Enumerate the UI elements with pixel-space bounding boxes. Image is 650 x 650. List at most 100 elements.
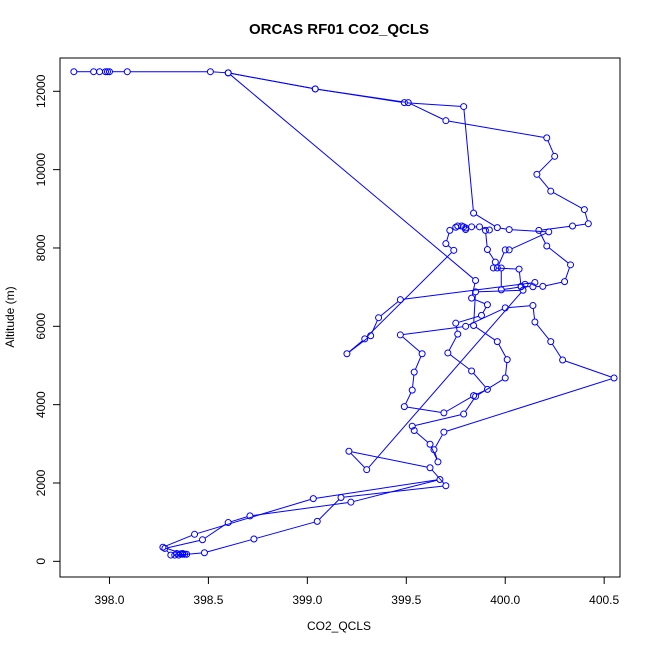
data-point bbox=[485, 226, 493, 234]
data-point bbox=[347, 498, 355, 506]
data-point bbox=[70, 68, 78, 76]
x-axis: 398.0 398.5 399.0 399.5 400.0 400.5 bbox=[94, 576, 620, 607]
data-point bbox=[545, 228, 553, 236]
series-segment bbox=[366, 252, 453, 338]
data-point bbox=[519, 286, 527, 294]
series-segment bbox=[536, 324, 550, 340]
y-tick-label: 4000 bbox=[34, 391, 48, 418]
data-point bbox=[367, 332, 375, 340]
data-point bbox=[584, 220, 592, 228]
series-segment bbox=[498, 252, 505, 266]
series-segment bbox=[539, 232, 546, 244]
data-point bbox=[476, 223, 484, 231]
data-point bbox=[410, 427, 418, 435]
series-segment bbox=[538, 158, 553, 173]
data-point bbox=[442, 240, 450, 248]
data-point bbox=[547, 338, 555, 346]
series-segment bbox=[482, 307, 487, 313]
series-segment bbox=[547, 140, 554, 154]
series-segment bbox=[256, 521, 315, 539]
series-segment bbox=[448, 120, 544, 138]
data-point bbox=[450, 246, 458, 254]
data-point bbox=[309, 495, 317, 503]
series-segment bbox=[213, 71, 226, 74]
data-point bbox=[224, 69, 232, 77]
data-point bbox=[561, 278, 569, 286]
series-segment bbox=[511, 232, 547, 250]
series-segment bbox=[403, 326, 463, 336]
data-point bbox=[501, 304, 509, 312]
data-point bbox=[200, 549, 208, 557]
series-segment bbox=[448, 336, 457, 351]
data-point bbox=[361, 335, 369, 343]
data-point bbox=[400, 99, 408, 107]
series-segment bbox=[416, 432, 429, 443]
chart-title: ORCAS RF01 CO2_QCLS bbox=[249, 21, 429, 38]
x-tick-label: 400.0 bbox=[490, 593, 520, 607]
series-segment bbox=[498, 343, 507, 358]
data-point bbox=[250, 535, 258, 543]
data-point bbox=[436, 475, 444, 483]
data-point bbox=[501, 374, 509, 382]
y-axis: 0 2000 4000 6000 8000 10000 12000 bbox=[34, 74, 61, 565]
series-segment bbox=[207, 539, 252, 553]
data-point bbox=[442, 482, 450, 490]
data-point bbox=[462, 322, 470, 330]
data-point bbox=[468, 223, 476, 231]
data-point bbox=[472, 276, 480, 284]
series-segment bbox=[551, 343, 562, 358]
data-point bbox=[363, 466, 371, 474]
data-point bbox=[343, 350, 351, 358]
x-tick-label: 398.0 bbox=[94, 593, 124, 607]
data-point bbox=[430, 446, 438, 454]
series-segment bbox=[473, 294, 476, 323]
series-segment bbox=[319, 499, 340, 520]
series-segment bbox=[455, 326, 458, 332]
data-point bbox=[426, 464, 434, 472]
series-segment bbox=[197, 499, 311, 534]
data-point bbox=[529, 302, 537, 310]
series-segment bbox=[407, 406, 442, 413]
data-point bbox=[337, 493, 345, 501]
series-segment bbox=[565, 267, 571, 279]
data-point bbox=[529, 283, 537, 291]
series-segment bbox=[446, 233, 450, 241]
data-point bbox=[481, 226, 489, 234]
data-point bbox=[159, 543, 167, 551]
data-point bbox=[375, 314, 383, 322]
series-segment bbox=[500, 227, 507, 230]
data-point bbox=[483, 246, 491, 254]
series-segment bbox=[351, 451, 428, 468]
data-point bbox=[483, 385, 491, 393]
data-point bbox=[452, 319, 460, 327]
data-point bbox=[434, 458, 442, 466]
series-segment bbox=[512, 229, 546, 233]
series-segment bbox=[478, 289, 521, 293]
series-segment bbox=[446, 378, 612, 432]
series-segment bbox=[230, 74, 474, 279]
data-point bbox=[468, 367, 476, 375]
data-point bbox=[483, 301, 491, 309]
data-point bbox=[477, 311, 485, 319]
series-segment bbox=[496, 267, 517, 270]
data-point bbox=[505, 226, 513, 234]
data-point bbox=[470, 322, 478, 330]
series-segment bbox=[548, 247, 569, 264]
series-segment bbox=[316, 479, 438, 499]
data-point bbox=[531, 278, 539, 286]
series-segment bbox=[204, 523, 226, 539]
data-point bbox=[408, 422, 416, 430]
series-segment bbox=[575, 223, 586, 227]
y-tick-label: 12000 bbox=[34, 74, 48, 108]
data-point bbox=[410, 368, 418, 376]
data-point bbox=[497, 264, 505, 272]
data-point bbox=[539, 282, 547, 290]
x-tick-label: 400.5 bbox=[589, 593, 619, 607]
series-segment bbox=[474, 298, 485, 305]
series-segment bbox=[435, 434, 443, 448]
data-point bbox=[472, 392, 480, 400]
data-point bbox=[551, 152, 559, 160]
data-point bbox=[501, 246, 509, 254]
series-segment bbox=[446, 396, 472, 412]
series-segment bbox=[414, 356, 422, 370]
